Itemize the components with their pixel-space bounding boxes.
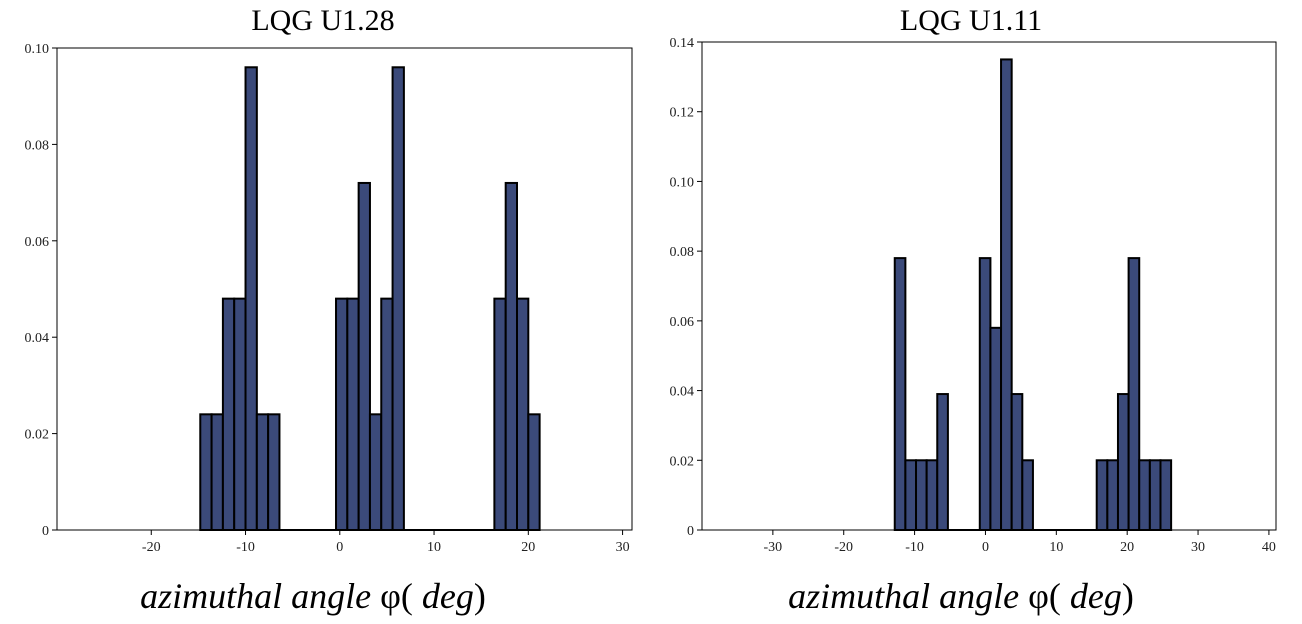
x-axis-ticks: -30 -20 -10 0 10 20 30 40 <box>764 530 1276 555</box>
histogram-bar <box>516 297 530 532</box>
x-axis-label-text: azimuthal angle <box>140 576 380 616</box>
y-tick-label: 0.04 <box>670 385 695 400</box>
x-axis-label-close-paren: ) <box>474 576 486 616</box>
histogram-bar <box>391 66 405 531</box>
histogram-bar <box>493 297 507 532</box>
y-tick-label: 0 <box>687 524 694 539</box>
histogram-bar <box>1148 459 1162 531</box>
histogram-bar <box>1010 393 1024 531</box>
y-axis-ticks: 0 0.02 0.04 0.06 0.08 0.10 0.12 0.14 <box>670 36 702 539</box>
histogram-bar <box>210 413 224 532</box>
histogram-bar <box>989 326 1003 532</box>
y-tick-label: 0.02 <box>25 428 50 443</box>
bars-group <box>199 66 541 532</box>
x-axis-ticks: -20 -10 0 10 20 30 <box>142 530 630 555</box>
x-axis-label: azimuthal angle φ( deg) <box>140 576 486 616</box>
x-tick-label: 20 <box>521 540 535 555</box>
y-tick-label: 0.02 <box>670 454 695 469</box>
x-tick-label: -10 <box>905 540 924 555</box>
histogram-bar <box>1127 257 1141 531</box>
x-axis-label-unit: deg <box>413 576 474 616</box>
x-tick-label: -20 <box>142 540 161 555</box>
x-axis-label-open-paren: ( <box>401 576 413 616</box>
histogram-bar <box>1095 459 1109 531</box>
x-tick-label: 0 <box>336 540 343 555</box>
chart-panel-left: LQG U1.28 0 0.02 0.04 0.06 0.08 0.10 -20 -10 0 1… <box>25 4 633 616</box>
x-tick-label: 0 <box>982 540 989 555</box>
histogram-bar <box>936 393 949 531</box>
y-tick-label: 0.08 <box>25 138 50 153</box>
chart-title: LQG U1.11 <box>900 4 1042 37</box>
x-axis-label-unit: deg <box>1061 576 1122 616</box>
histogram-bar <box>925 459 939 531</box>
x-axis-label-symbol: φ <box>380 576 401 616</box>
histogram-bar <box>244 66 258 531</box>
histogram-bar <box>978 257 992 531</box>
x-axis-label-close-paren: ) <box>1122 576 1134 616</box>
y-tick-label: 0.14 <box>670 36 695 51</box>
y-tick-label: 0.08 <box>670 245 695 260</box>
histogram-bar <box>1000 58 1013 532</box>
histogram-bar <box>368 413 383 532</box>
histogram-bar <box>255 413 270 532</box>
histogram-bar <box>357 181 371 532</box>
histogram-bar <box>1159 459 1173 531</box>
x-tick-label: 10 <box>1049 540 1063 555</box>
y-tick-label: 0.04 <box>25 331 50 346</box>
histogram-bar <box>915 459 928 531</box>
x-tick-label: 30 <box>616 540 630 555</box>
histogram-bar <box>893 257 907 531</box>
histogram-bar <box>1138 459 1151 531</box>
y-axis-ticks: 0 0.02 0.04 0.06 0.08 0.10 <box>25 42 57 539</box>
y-tick-label: 0.06 <box>25 235 50 250</box>
histogram-bar <box>1116 393 1130 531</box>
chart-panel-right: LQG U1.11 00.020.040.060.080.100.120.14 … <box>670 4 1277 616</box>
histogram-bar <box>904 459 918 531</box>
x-tick-label: -10 <box>236 540 255 555</box>
histogram-bar <box>335 297 349 532</box>
histogram-bar <box>199 413 213 532</box>
y-tick-label: 0.06 <box>670 315 695 330</box>
histogram-bar <box>267 413 281 532</box>
x-axis-label: azimuthal angle φ( deg) <box>788 576 1134 616</box>
y-tick-label: 0.12 <box>670 106 695 121</box>
y-tick-label: 0.10 <box>25 42 50 57</box>
x-tick-label: 10 <box>427 540 441 555</box>
x-axis-label-text: azimuthal angle <box>788 576 1028 616</box>
histogram-bar <box>233 297 247 532</box>
histogram-bar <box>380 297 394 532</box>
histogram-bar <box>1106 459 1119 531</box>
chart-title: LQG U1.28 <box>251 4 394 37</box>
x-tick-label: 30 <box>1191 540 1205 555</box>
x-axis-label-symbol: φ <box>1028 576 1049 616</box>
histogram-bar <box>504 181 519 532</box>
x-tick-label: 40 <box>1262 540 1276 555</box>
x-axis-label-open-paren: ( <box>1049 576 1061 616</box>
bars-group <box>893 58 1173 532</box>
histogram-bar <box>1021 459 1034 531</box>
histogram-bar <box>346 297 360 532</box>
y-tick-label: 0.10 <box>670 175 695 190</box>
x-tick-label: -30 <box>764 540 783 555</box>
y-tick-label: 0 <box>42 524 49 539</box>
x-tick-label: 20 <box>1120 540 1134 555</box>
histogram-bar <box>527 413 541 532</box>
histogram-bar <box>221 297 236 532</box>
x-tick-label: -20 <box>834 540 853 555</box>
